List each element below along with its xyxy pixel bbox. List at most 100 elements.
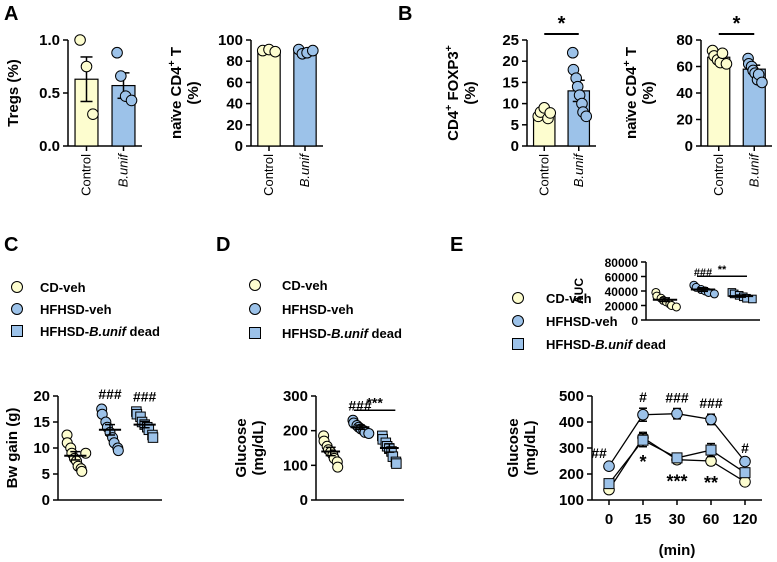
y-axis-label: Glucose(mg/dL)	[233, 418, 267, 477]
y-tick-label: 100	[559, 492, 584, 509]
data-point	[716, 47, 729, 60]
panel-label-b: B	[398, 3, 412, 25]
significance-label: #	[741, 440, 749, 456]
data-point	[637, 408, 649, 421]
x-tick-label: 0	[605, 511, 613, 528]
significance-label: ***	[366, 394, 383, 410]
y-axis-label-part: Glucose	[505, 418, 522, 477]
data-point	[269, 45, 282, 58]
bar-control	[257, 49, 281, 147]
y-tick-label: 10	[33, 440, 50, 457]
data-point	[637, 434, 649, 446]
legend-c-cd-marker	[11, 281, 23, 293]
x-tick-label: 120	[732, 511, 757, 528]
y-tick-label: 80	[226, 53, 243, 70]
y-axis-label: Glucose(mg/dL)	[505, 418, 539, 477]
x-tick-label: B.unif	[746, 153, 761, 188]
y-axis-label-part: T	[168, 47, 185, 60]
significance-label: ###	[98, 386, 122, 402]
legend-d-cd-marker	[249, 279, 261, 291]
y-tick-label: 40000	[605, 285, 639, 299]
y-axis-label-part: Bw gain (g)	[4, 408, 21, 489]
data-point	[671, 407, 683, 420]
significance-label: ##	[591, 445, 607, 461]
y-tick-label: 0	[631, 314, 638, 328]
y-axis-label: AUC	[572, 278, 586, 304]
y-tick-label: 20	[226, 117, 243, 134]
legend-c-dead-label: HFHSD-B.unif dead	[40, 324, 160, 339]
data-point	[80, 60, 93, 73]
legend-e-hf-label: HFHSD-veh	[546, 314, 618, 329]
y-axis-label-part: (%)	[462, 81, 479, 104]
y-tick-label: 200	[283, 423, 308, 440]
y-tick-label: 200	[559, 466, 584, 483]
legend-d-dead-marker	[249, 327, 261, 339]
data-point	[739, 467, 751, 479]
y-tick-label: 15	[502, 74, 519, 91]
y-tick-label: 60000	[605, 271, 639, 285]
x-tick-label: Control	[711, 154, 726, 196]
chart-naive-cd4-a: 0 20 40 60 80 100 Control B.unif naïve CD4+ T (%)	[166, 32, 323, 196]
y-axis-label-part: +	[166, 60, 178, 66]
data-point	[111, 46, 123, 59]
x-tick-label: B.unif	[116, 153, 131, 188]
data-point	[705, 444, 717, 456]
y-axis-label-part: +	[443, 45, 455, 51]
data-point	[603, 460, 615, 473]
significance-label: *	[558, 13, 566, 35]
y-axis-label: Tregs (%)	[5, 59, 22, 127]
data-point	[756, 76, 768, 89]
panel-label-c: C	[4, 234, 18, 256]
x-tick-label: B.unif	[571, 153, 586, 188]
significance-label: ###	[133, 389, 157, 405]
legend-e-cd-label: CD-veh	[546, 291, 592, 306]
significance-label: ###	[665, 389, 689, 405]
chart-glucose: 0 100 200 300 ###*** Glucose(mg/dL)	[233, 388, 404, 509]
bar-control	[707, 56, 731, 147]
y-tick-label: 80000	[605, 256, 639, 270]
legend-c-hf-label: HFHSD-veh	[40, 302, 112, 317]
x-axis-label: (min)	[659, 542, 696, 559]
y-axis-label-part: (mg/dL)	[522, 421, 539, 476]
data-point	[739, 455, 751, 468]
y-tick-label: 5	[42, 466, 50, 483]
significance-label: **	[704, 473, 718, 493]
legend-c-dead-marker	[11, 325, 23, 337]
chart-naive-cd4-b: 0 20 40 60 80 Control B.unif * naïve CD4+ T (%)	[621, 13, 772, 196]
panel-label-a: A	[4, 3, 18, 25]
x-tick-label: Control	[79, 154, 94, 196]
y-axis-label-part: (%)	[185, 81, 202, 104]
y-axis-label-part: (%)	[640, 81, 657, 104]
legend-e-hf-marker	[512, 315, 524, 327]
data-point	[332, 461, 344, 473]
y-tick-label: 5	[511, 117, 519, 134]
legend-c-hf-marker	[11, 303, 23, 315]
data-point	[705, 413, 717, 426]
y-tick-label: 0	[235, 138, 243, 155]
y-axis-label-part: +	[443, 105, 455, 111]
data-point	[115, 70, 127, 82]
y-axis-label-part: AUC	[572, 278, 586, 304]
significance-label: #	[639, 389, 647, 405]
y-tick-label: 500	[559, 388, 584, 405]
data-point	[307, 44, 319, 57]
y-tick-label: 400	[559, 414, 584, 431]
y-tick-label: 0	[685, 138, 693, 155]
legend-d-hf-marker	[249, 303, 261, 315]
legend-d: CD-veh HFHSD-veh HFHSD-B.unif dead	[249, 278, 402, 341]
data-point	[391, 458, 402, 469]
data-point	[671, 302, 681, 312]
y-tick-label: 100	[218, 32, 243, 49]
data-point	[74, 34, 86, 46]
y-tick-label: 0	[511, 138, 519, 155]
y-tick-label: 10	[502, 96, 519, 113]
y-tick-label: 300	[283, 388, 308, 405]
y-axis-label-part: FOXP3	[445, 51, 462, 104]
data-point	[147, 432, 159, 443]
data-point	[76, 465, 88, 477]
x-tick-label: 30	[669, 511, 686, 528]
y-axis-label-part: naïve CD4	[623, 66, 640, 139]
